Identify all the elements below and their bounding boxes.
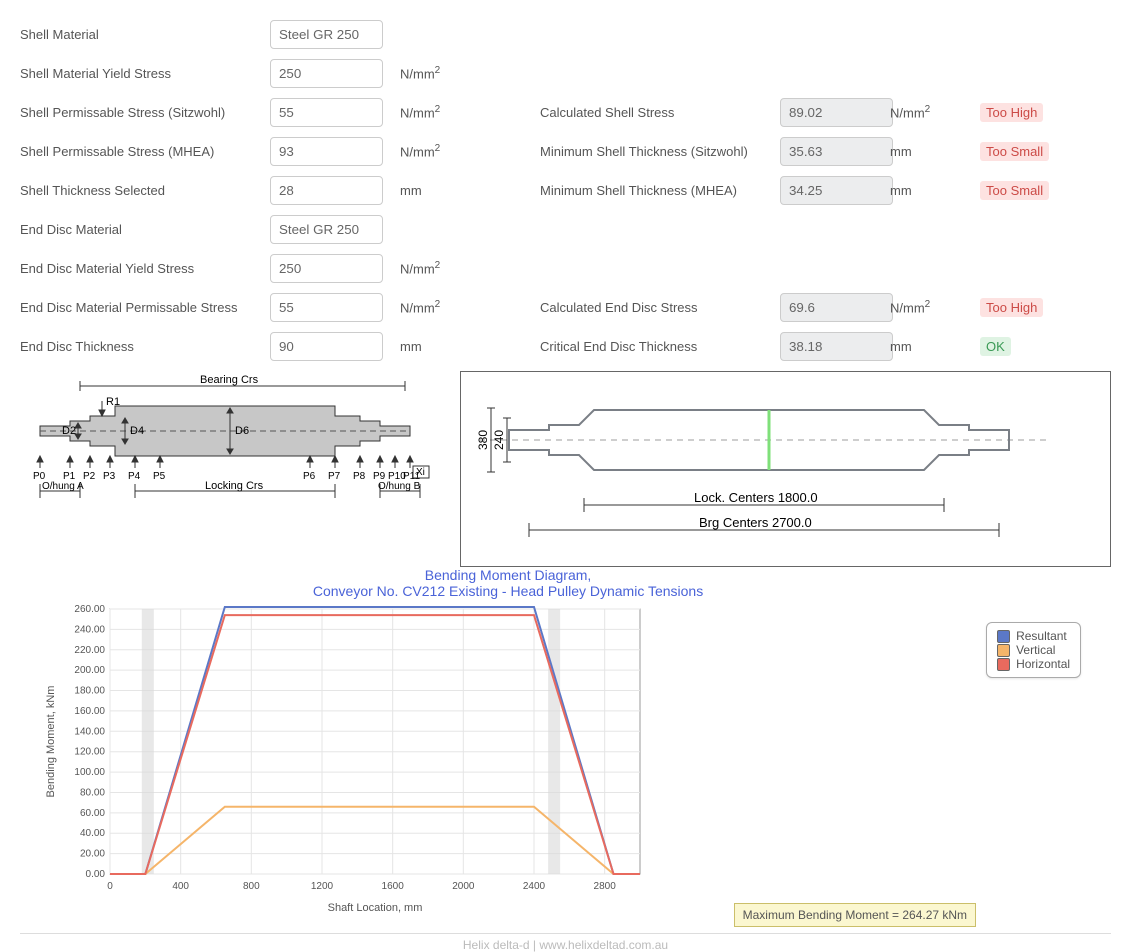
svg-text:400: 400 [172, 881, 189, 892]
svg-text:140.00: 140.00 [74, 726, 105, 737]
lbl-shell-perm-sitz: Shell Permissable Stress (Sitzwohl) [20, 105, 260, 120]
svg-text:0.00: 0.00 [86, 869, 106, 880]
svg-text:Xi: Xi [416, 467, 425, 478]
svg-text:D4: D4 [130, 425, 144, 437]
inp-shell-material[interactable] [270, 20, 383, 49]
chart-tooltip: Maximum Bending Moment = 264.27 kNm [734, 903, 976, 927]
svg-text:Locking Crs: Locking Crs [205, 480, 264, 492]
svg-text:160.00: 160.00 [74, 706, 105, 717]
status-calc-shell: Too High [980, 103, 1043, 122]
bending-moment-chart: Bending Moment Diagram, Conveyor No. CV2… [40, 567, 976, 927]
status-crit-end: OK [980, 337, 1011, 356]
svg-text:P6: P6 [303, 471, 316, 482]
svg-text:200.00: 200.00 [74, 665, 105, 676]
lbl-min-shell-sitz: Minimum Shell Thickness (Sitzwohl) [540, 144, 770, 159]
lbl-end-material: End Disc Material [20, 222, 260, 237]
svg-text:260.00: 260.00 [74, 604, 105, 615]
svg-text:Lock. Centers 1800.0: Lock. Centers 1800.0 [694, 490, 818, 505]
unit-nmm2: N/mm2 [400, 65, 480, 81]
svg-text:R1: R1 [106, 396, 120, 408]
inp-shell-perm-mhea[interactable] [270, 137, 383, 166]
svg-text:120.00: 120.00 [74, 747, 105, 758]
lbl-calc-end: Calculated End Disc Stress [540, 300, 770, 315]
parameter-grid: Shell Material Shell Material Yield Stre… [20, 20, 1111, 361]
svg-text:240: 240 [492, 430, 506, 450]
svg-text:P8: P8 [353, 471, 366, 482]
svg-text:60.00: 60.00 [80, 808, 105, 819]
svg-text:380: 380 [476, 430, 490, 450]
chart-legend: ResultantVerticalHorizontal [986, 622, 1081, 678]
svg-text:220.00: 220.00 [74, 645, 105, 656]
lbl-end-thick: End Disc Thickness [20, 339, 260, 354]
svg-text:2000: 2000 [452, 881, 475, 892]
svg-text:D6: D6 [235, 425, 249, 437]
inp-shell-thick[interactable] [270, 176, 383, 205]
svg-text:40.00: 40.00 [80, 828, 105, 839]
svg-text:800: 800 [243, 881, 260, 892]
inp-end-yield[interactable] [270, 254, 383, 283]
inp-end-material[interactable] [270, 215, 383, 244]
status-min-shell-mhea: Too Small [980, 181, 1049, 200]
svg-text:P4: P4 [128, 471, 141, 482]
out-crit-end [780, 332, 893, 361]
lbl-shell-thick: Shell Thickness Selected [20, 183, 260, 198]
pulley-profile-diagram: 380240 Lock. Centers 1800.0 Brg Centers 27… [469, 380, 1059, 555]
inp-end-thick[interactable] [270, 332, 383, 361]
svg-text:O/hung B: O/hung B [378, 481, 421, 492]
svg-text:Shaft Location, mm: Shaft Location, mm [328, 902, 423, 914]
svg-text:2400: 2400 [523, 881, 546, 892]
lbl-end-yield: End Disc Material Yield Stress [20, 261, 260, 276]
lbl-shell-perm-mhea: Shell Permissable Stress (MHEA) [20, 144, 260, 159]
svg-text:P5: P5 [153, 471, 166, 482]
svg-text:Brg Centers 2700.0: Brg Centers 2700.0 [699, 515, 812, 530]
svg-text:Bearing Crs: Bearing Crs [200, 374, 259, 386]
out-calc-end [780, 293, 893, 322]
svg-text:2800: 2800 [594, 881, 617, 892]
inp-shell-perm-sitz[interactable] [270, 98, 383, 127]
svg-text:100.00: 100.00 [74, 767, 105, 778]
svg-text:P3: P3 [103, 471, 116, 482]
svg-text:80.00: 80.00 [80, 787, 105, 798]
inp-shell-yield[interactable] [270, 59, 383, 88]
out-min-shell-sitz [780, 137, 893, 166]
svg-text:1600: 1600 [382, 881, 405, 892]
lbl-shell-yield: Shell Material Yield Stress [20, 66, 260, 81]
chart-title-2[interactable]: Conveyor No. CV212 Existing - Head Pulle… [313, 583, 703, 599]
lbl-shell-material: Shell Material [20, 27, 260, 42]
lbl-calc-shell: Calculated Shell Stress [540, 105, 770, 120]
svg-text:0: 0 [107, 881, 113, 892]
svg-text:240.00: 240.00 [74, 624, 105, 635]
svg-text:1200: 1200 [311, 881, 334, 892]
svg-text:P7: P7 [328, 471, 341, 482]
svg-text:P2: P2 [83, 471, 96, 482]
lbl-crit-end: Critical End Disc Thickness [540, 339, 770, 354]
svg-text:O/hung A: O/hung A [42, 481, 84, 492]
svg-text:D2: D2 [62, 425, 76, 437]
svg-text:180.00: 180.00 [74, 686, 105, 697]
out-calc-shell [780, 98, 893, 127]
svg-text:20.00: 20.00 [80, 849, 105, 860]
shaft-dimension-diagram: R1 D2 D4 D6 Bearing Crs P0P1P2P3P4P5P6P7… [20, 371, 440, 501]
status-min-shell-sitz: Too Small [980, 142, 1049, 161]
out-min-shell-mhea [780, 176, 893, 205]
footer: Helix delta-d | www.helixdeltad.com.au [20, 933, 1111, 952]
lbl-end-perm: End Disc Material Permissable Stress [20, 300, 260, 315]
chart-title-1: Bending Moment Diagram, [40, 567, 976, 583]
status-calc-end: Too High [980, 298, 1043, 317]
svg-text:Bending Moment, kNm: Bending Moment, kNm [45, 686, 57, 798]
lbl-min-shell-mhea: Minimum Shell Thickness (MHEA) [540, 183, 770, 198]
inp-end-perm[interactable] [270, 293, 383, 322]
